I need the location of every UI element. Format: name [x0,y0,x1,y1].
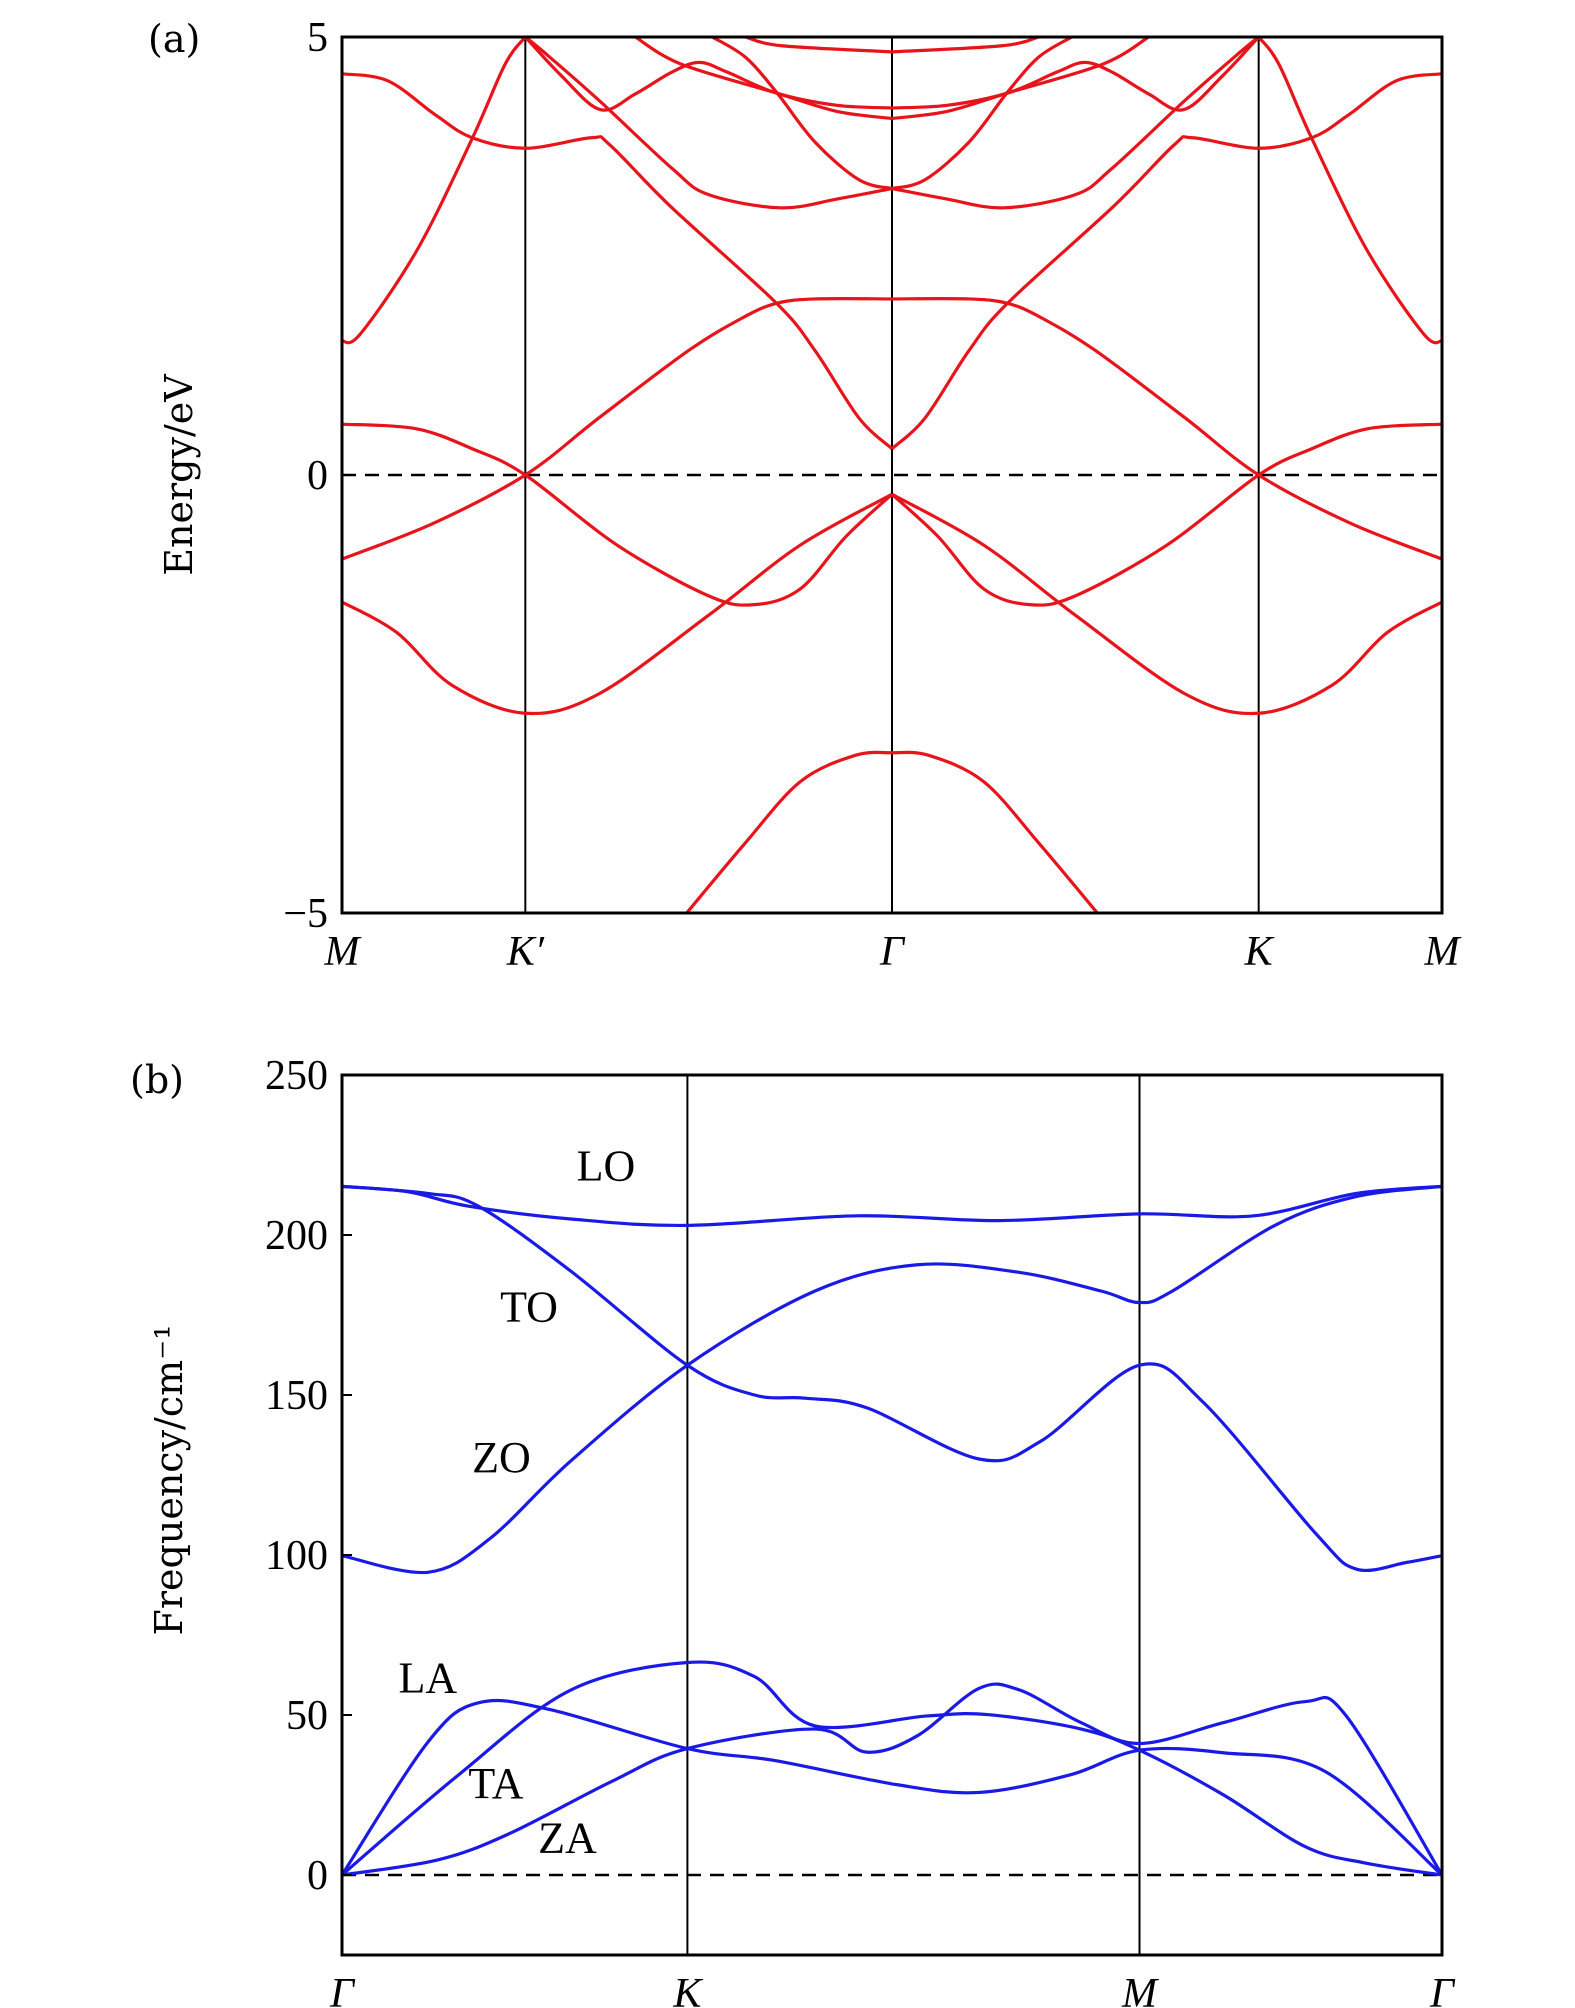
y-tick-label: 5 [307,15,328,61]
y-tick-label: 0 [307,453,328,499]
series-line-band-4-right [890,422,1442,607]
series-line-TO [342,1184,1442,1572]
series-line-TA [342,1660,1442,1877]
series-line-ZA [342,1682,1442,1877]
x-tick-label: M [1424,929,1462,975]
x-tick-label: M [324,929,362,975]
y-tick-label: 200 [265,1213,328,1259]
x-tick-label: Γ [1429,1971,1456,2008]
x-tick-label: K [1244,929,1275,975]
series-line-band-10-left [711,37,893,191]
branch-label-TA: TA [468,1759,523,1808]
series-line-band-10-right [891,37,1073,191]
y-axis-label-a: Energy/eV [157,374,201,576]
series-line-band-9-right [891,37,1260,210]
series-line-band-1-right [891,750,1099,913]
series-line-band-9-left [524,37,893,210]
series-group [342,37,1442,913]
y-tick-label: 150 [265,1373,328,1419]
series-line-LO [342,1184,1442,1228]
series-line-band-3-left [342,296,893,561]
series-line-band-6-left [342,72,894,450]
plot-frame [340,1073,1444,1957]
series-line-band-5-right [1257,37,1442,345]
series-line-band-3-right [891,296,1442,561]
x-tick-label: Γ [879,929,906,975]
y-tick-label: 0 [307,1853,328,1899]
branch-label-LA: LA [398,1654,457,1703]
branch-label-LO: LO [577,1142,636,1191]
series-line-band-5-left [342,37,527,345]
branch-label-TO: TO [500,1282,558,1331]
series-line-band-2-left [342,492,893,716]
series-group [342,1184,1442,1877]
y-axis-label-b: Frequency/cm⁻¹ [147,1325,191,1636]
y-tick-label: −5 [283,891,328,937]
panel-b-phonon-dispersion: (b) Frequency/cm⁻¹ 250 200 150 100 50 0 Γ K M Γ LO… [130,1053,1456,2008]
x-tick-label: M [1121,1971,1159,2008]
panel-a-electronic-bands: (a) Energy/eV 50−5M K′ Γ K M [148,15,1462,975]
x-tick-label: K [672,1971,703,2008]
series-line-LA [342,1698,1442,1877]
series-line-band-4-left [342,422,894,607]
y-tick-label: 250 [265,1053,328,1099]
y-tick-label: 50 [286,1693,328,1739]
branch-label-ZO: ZO [472,1433,531,1482]
series-line-band-1-left [685,750,893,913]
x-tick-label: Γ [329,1971,356,2008]
series-line-band-11-left [744,37,893,54]
branch-label-ZA: ZA [538,1814,597,1863]
x-tick-label: K′ [506,929,545,975]
series-line-band-6-right [890,72,1442,450]
series-line-band-11-right [891,37,1040,54]
panel-label-b: (b) [130,1058,184,1102]
y-tick-label: 100 [265,1533,328,1579]
series-line-ZO [342,1184,1442,1575]
panel-label-a: (a) [148,17,200,61]
series-line-band-2-right [891,492,1442,716]
